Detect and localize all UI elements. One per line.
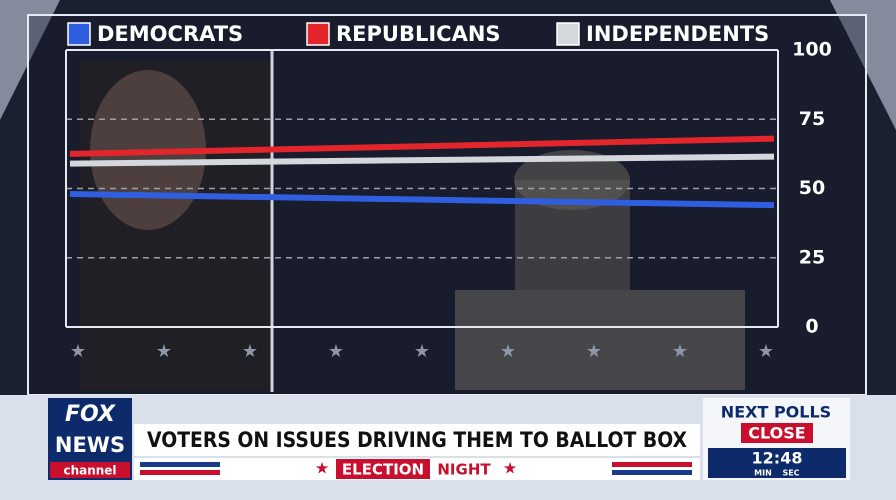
star: ★ xyxy=(500,341,516,362)
star-row: ★ ★ ★ ★ ★ ★ ★ ★ ★ xyxy=(70,341,774,362)
headline-bg xyxy=(134,424,700,456)
capitol-base xyxy=(455,290,745,390)
series-line xyxy=(69,153,775,167)
show-word-bg xyxy=(336,459,430,479)
legend-label: REPUBLICANS xyxy=(336,22,501,46)
countdown-label: NEXT POLLS xyxy=(721,403,831,422)
star: ★ xyxy=(586,341,602,362)
headline: VOTERS ON ISSUES DRIVING THEM TO BALLOT … xyxy=(147,428,687,452)
countdown-unit: SEC xyxy=(782,469,799,478)
series-line xyxy=(69,135,775,157)
star: ★ xyxy=(758,341,774,362)
countdown-unit: MIN xyxy=(754,469,772,478)
y-tick-label: 75 xyxy=(799,108,825,130)
star: ★ xyxy=(315,459,329,478)
legend-label: DEMOCRATS xyxy=(97,22,243,46)
star: ★ xyxy=(672,341,688,362)
legend-swatch xyxy=(67,22,91,46)
decor xyxy=(612,470,692,475)
logo-text: FOX xyxy=(65,402,116,427)
decor xyxy=(612,462,692,467)
decor xyxy=(830,0,896,130)
show-word: ELECTION xyxy=(342,461,424,479)
series-line xyxy=(69,191,775,209)
star: ★ xyxy=(328,341,344,362)
legend-swatch xyxy=(306,22,330,46)
logo-text: channel xyxy=(63,464,116,478)
countdown-label: CLOSE xyxy=(748,424,805,443)
logo-channel-bg xyxy=(50,462,130,478)
show-word: NIGHT xyxy=(437,461,491,479)
countdown-clock-bg xyxy=(708,448,846,478)
y-tick-label: 0 xyxy=(805,316,818,338)
legend-label: INDEPENDENTS xyxy=(586,22,769,46)
y-tick-label: 25 xyxy=(799,246,825,268)
star: ★ xyxy=(414,341,430,362)
star: ★ xyxy=(242,341,258,362)
decor xyxy=(0,0,60,120)
logo-text: NEWS xyxy=(55,433,125,457)
capitol-dome xyxy=(514,150,630,210)
legend-swatch xyxy=(556,22,580,46)
countdown-time: 12:48 xyxy=(752,449,803,468)
y-tick-label: 100 xyxy=(792,39,832,61)
decor xyxy=(140,470,220,475)
countdown-close-bg xyxy=(741,423,813,443)
star: ★ xyxy=(503,459,517,478)
decor xyxy=(140,462,220,467)
y-tick-label: 50 xyxy=(799,177,825,199)
star: ★ xyxy=(156,341,172,362)
star: ★ xyxy=(70,341,86,362)
